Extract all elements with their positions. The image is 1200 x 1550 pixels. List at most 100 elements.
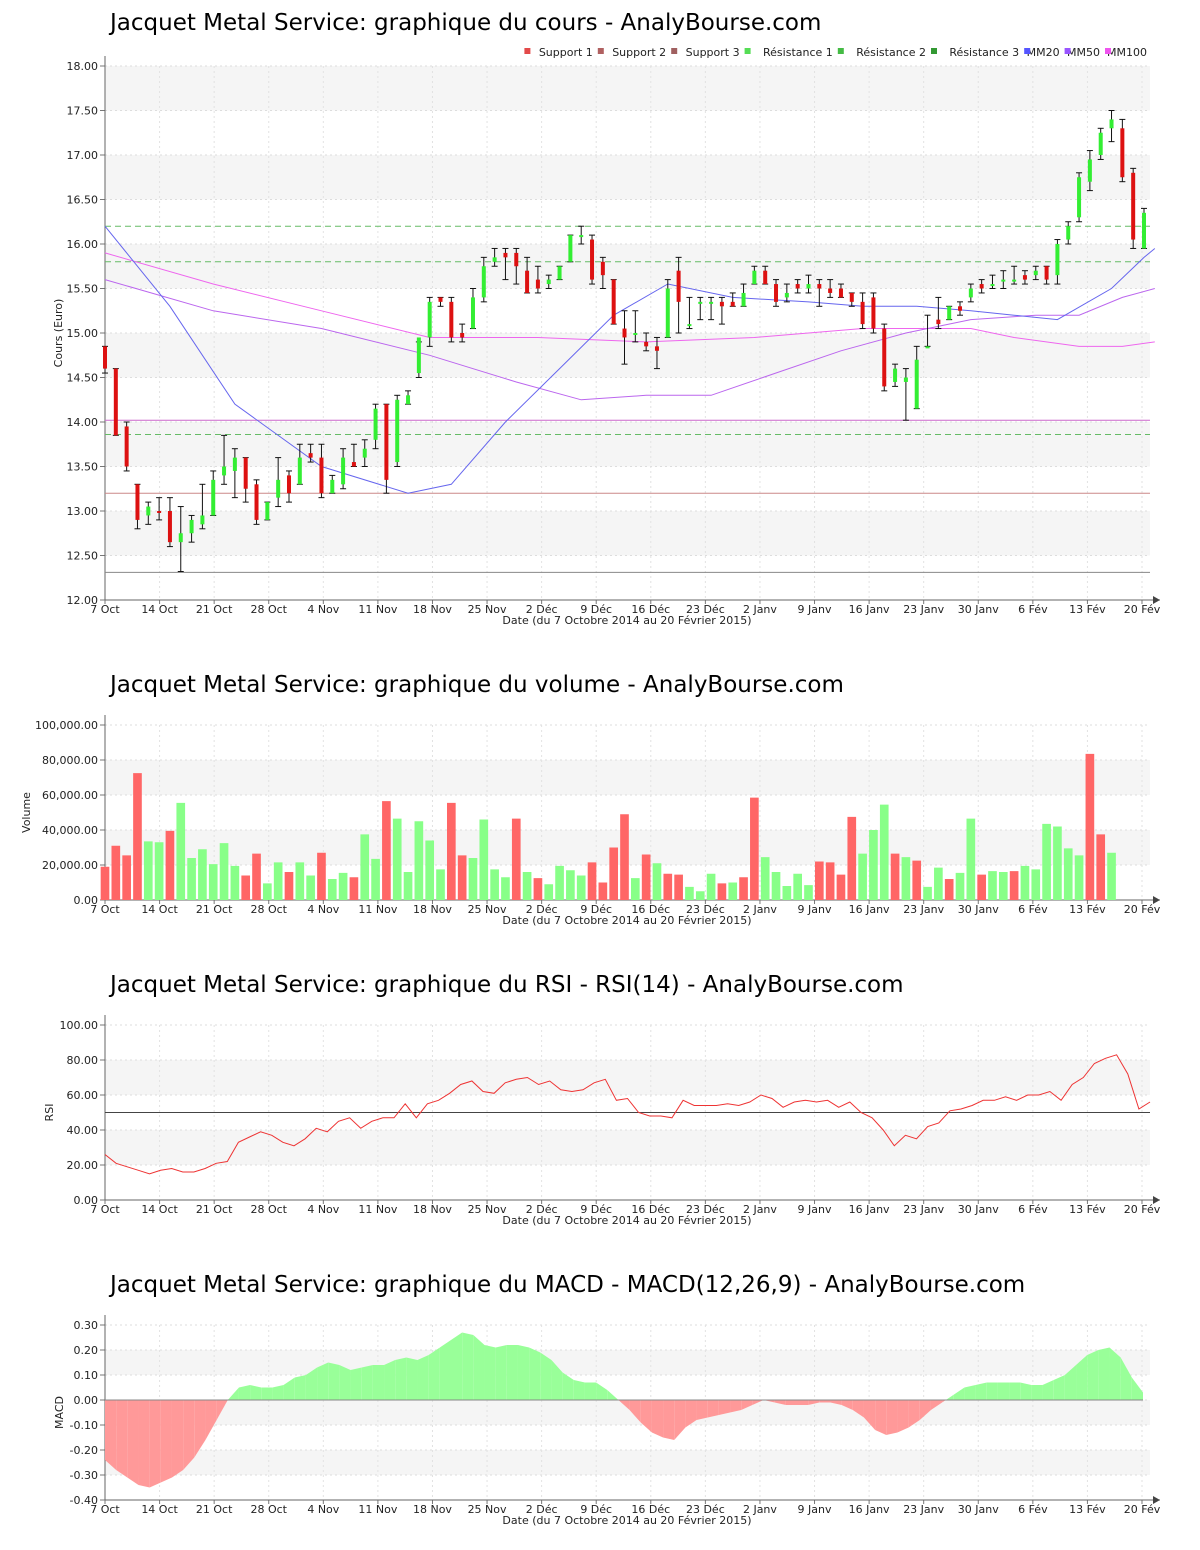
x-tick-label: 2 Déc [526, 1503, 558, 1516]
volume-bar [750, 797, 759, 900]
chart-title-macd: Jacquet Metal Service: graphique du MACD… [110, 1272, 1026, 1298]
x-tick-label: 7 Oct [90, 903, 120, 916]
ma-line-MM100 [104, 252, 1155, 347]
candle-body [460, 333, 465, 338]
ma-line-MM20 [104, 225, 1156, 494]
grid-band [105, 1060, 1150, 1095]
candle-body [232, 457, 237, 471]
macd-area-segment [741, 1400, 753, 1410]
x-tick-label: 16 Déc [631, 1503, 670, 1516]
candle-body [1077, 177, 1082, 218]
macd-area-segment [618, 1400, 630, 1410]
x-tick-label: 20 Fév [1124, 903, 1161, 916]
candle-body [416, 337, 421, 374]
volume-bar [1074, 855, 1084, 900]
candle-body [752, 270, 757, 285]
candle-body [319, 457, 324, 494]
x-tick-label: 13 Fév [1069, 603, 1106, 616]
volume-bar [998, 872, 1008, 900]
macd-area-segment [294, 1375, 306, 1400]
grid-band [105, 1450, 1150, 1475]
x-tick-label: 20 Fév [1124, 603, 1161, 616]
macd-area-segment [1053, 1375, 1065, 1400]
volume-bar [760, 857, 770, 900]
x-tick-label: 28 Oct [250, 1203, 287, 1216]
candle-body [1022, 275, 1027, 280]
macd-area-segment [718, 1400, 731, 1415]
chart-title-volume: Jacquet Metal Service: graphique du volu… [110, 672, 844, 698]
y-tick-label: 16.00 [67, 238, 99, 251]
x-tick-label: 23 Janv [903, 1503, 944, 1516]
y-axis-label: MACD [53, 1396, 66, 1429]
x-tick-label: 16 Janv [849, 1203, 890, 1216]
volume-bar [371, 858, 380, 900]
volume-bar [122, 855, 131, 900]
macd-area-segment [830, 1400, 842, 1405]
macd-area-segment [707, 1400, 719, 1418]
macd-area-segment [1042, 1380, 1054, 1400]
volume-bar [620, 814, 629, 900]
candle-body [124, 426, 129, 467]
y-tick-label: -0.20 [70, 1444, 98, 1457]
legend-label: Résistance 1 [763, 46, 833, 59]
macd-area-segment [986, 1382, 998, 1400]
y-tick-label: -0.10 [70, 1419, 98, 1432]
macd-area-segment [138, 1400, 150, 1488]
x-tick-label: 30 Janv [958, 1203, 999, 1216]
candle-body [157, 511, 162, 513]
volume-bar [143, 841, 153, 900]
volume-bar [1009, 871, 1019, 900]
volume-bar [923, 886, 932, 900]
volume-bar [360, 834, 370, 900]
macd-area-segment [651, 1400, 664, 1438]
candle-body [406, 395, 411, 405]
legend-swatch [1105, 48, 1111, 54]
volume-bar [468, 858, 478, 900]
x-tick-label: 23 Déc [686, 1503, 725, 1516]
x-tick-label: 7 Oct [90, 1203, 120, 1216]
macd-area-segment [752, 1400, 764, 1405]
candle-body [297, 457, 302, 485]
x-tick-label: 28 Oct [250, 603, 287, 616]
candle-body [1120, 128, 1125, 178]
legend-label: Support 2 [612, 46, 666, 59]
y-tick-label: 100,000.00 [35, 719, 98, 732]
candle-body [330, 479, 335, 494]
legend-label: MM20 [1027, 46, 1060, 59]
macd-area-segment [808, 1400, 820, 1405]
candle-body [741, 292, 746, 307]
candle-body [860, 301, 865, 325]
candle-body [676, 270, 681, 302]
y-tick-label: 0.20 [74, 1344, 99, 1357]
candle-body [341, 457, 346, 485]
volume-bar [533, 878, 543, 900]
candle-body [698, 301, 703, 304]
macd-area-segment [1064, 1365, 1077, 1400]
candle-body [557, 266, 562, 280]
candle-body [1012, 279, 1017, 282]
volume-bar [317, 852, 326, 900]
candle-body [514, 252, 519, 267]
volume-bar [1053, 826, 1062, 900]
y-tick-label: 20.00 [67, 1159, 99, 1172]
x-tick-label: 2 Déc [526, 1203, 558, 1216]
x-tick-label: 13 Fév [1069, 1503, 1106, 1516]
candle-body [503, 252, 508, 258]
x-tick-label: 7 Oct [90, 603, 120, 616]
volume-bar [284, 872, 294, 900]
legend-label: MM100 [1107, 46, 1147, 59]
legend-swatch [597, 48, 604, 54]
x-tick-label: 30 Janv [958, 1503, 999, 1516]
volume-bar [414, 821, 424, 900]
volume-bar [436, 869, 445, 900]
candle-body [665, 288, 670, 338]
candle-body [200, 515, 205, 525]
macd-area-segment [372, 1365, 385, 1400]
candle-body [1098, 132, 1103, 155]
y-tick-label: 13.50 [67, 461, 99, 474]
grid-band [105, 244, 1150, 289]
macd-area-segment [942, 1400, 946, 1403]
volume-bar [382, 801, 391, 900]
x-tick-label: 20 Fév [1124, 1203, 1161, 1216]
y-tick-label: 13.00 [67, 505, 99, 518]
